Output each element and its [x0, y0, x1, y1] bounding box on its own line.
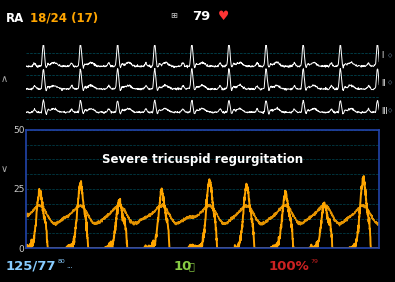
Text: ∧: ∧: [0, 74, 8, 84]
Text: ◇: ◇: [388, 53, 392, 58]
Text: I: I: [381, 51, 383, 60]
Text: II: II: [381, 79, 386, 88]
Text: ...: ...: [66, 263, 73, 269]
Text: 18/24 (17): 18/24 (17): [30, 12, 98, 25]
Text: 79: 79: [310, 259, 318, 264]
Text: ◇: ◇: [388, 109, 392, 114]
Text: 100%: 100%: [269, 260, 309, 273]
Text: ⊞: ⊞: [170, 11, 177, 20]
Text: ♥: ♥: [218, 10, 229, 23]
Text: III: III: [381, 107, 388, 116]
Text: ∨: ∨: [0, 164, 8, 174]
Text: ◇: ◇: [388, 81, 392, 86]
Text: 79: 79: [192, 10, 211, 23]
Text: 🫁: 🫁: [189, 261, 195, 272]
Text: 80: 80: [57, 259, 65, 264]
Text: RA: RA: [6, 12, 24, 25]
Text: 10: 10: [174, 260, 192, 273]
Text: 125/77: 125/77: [6, 260, 56, 273]
Text: Severe tricuspid regurgitation: Severe tricuspid regurgitation: [102, 153, 303, 166]
